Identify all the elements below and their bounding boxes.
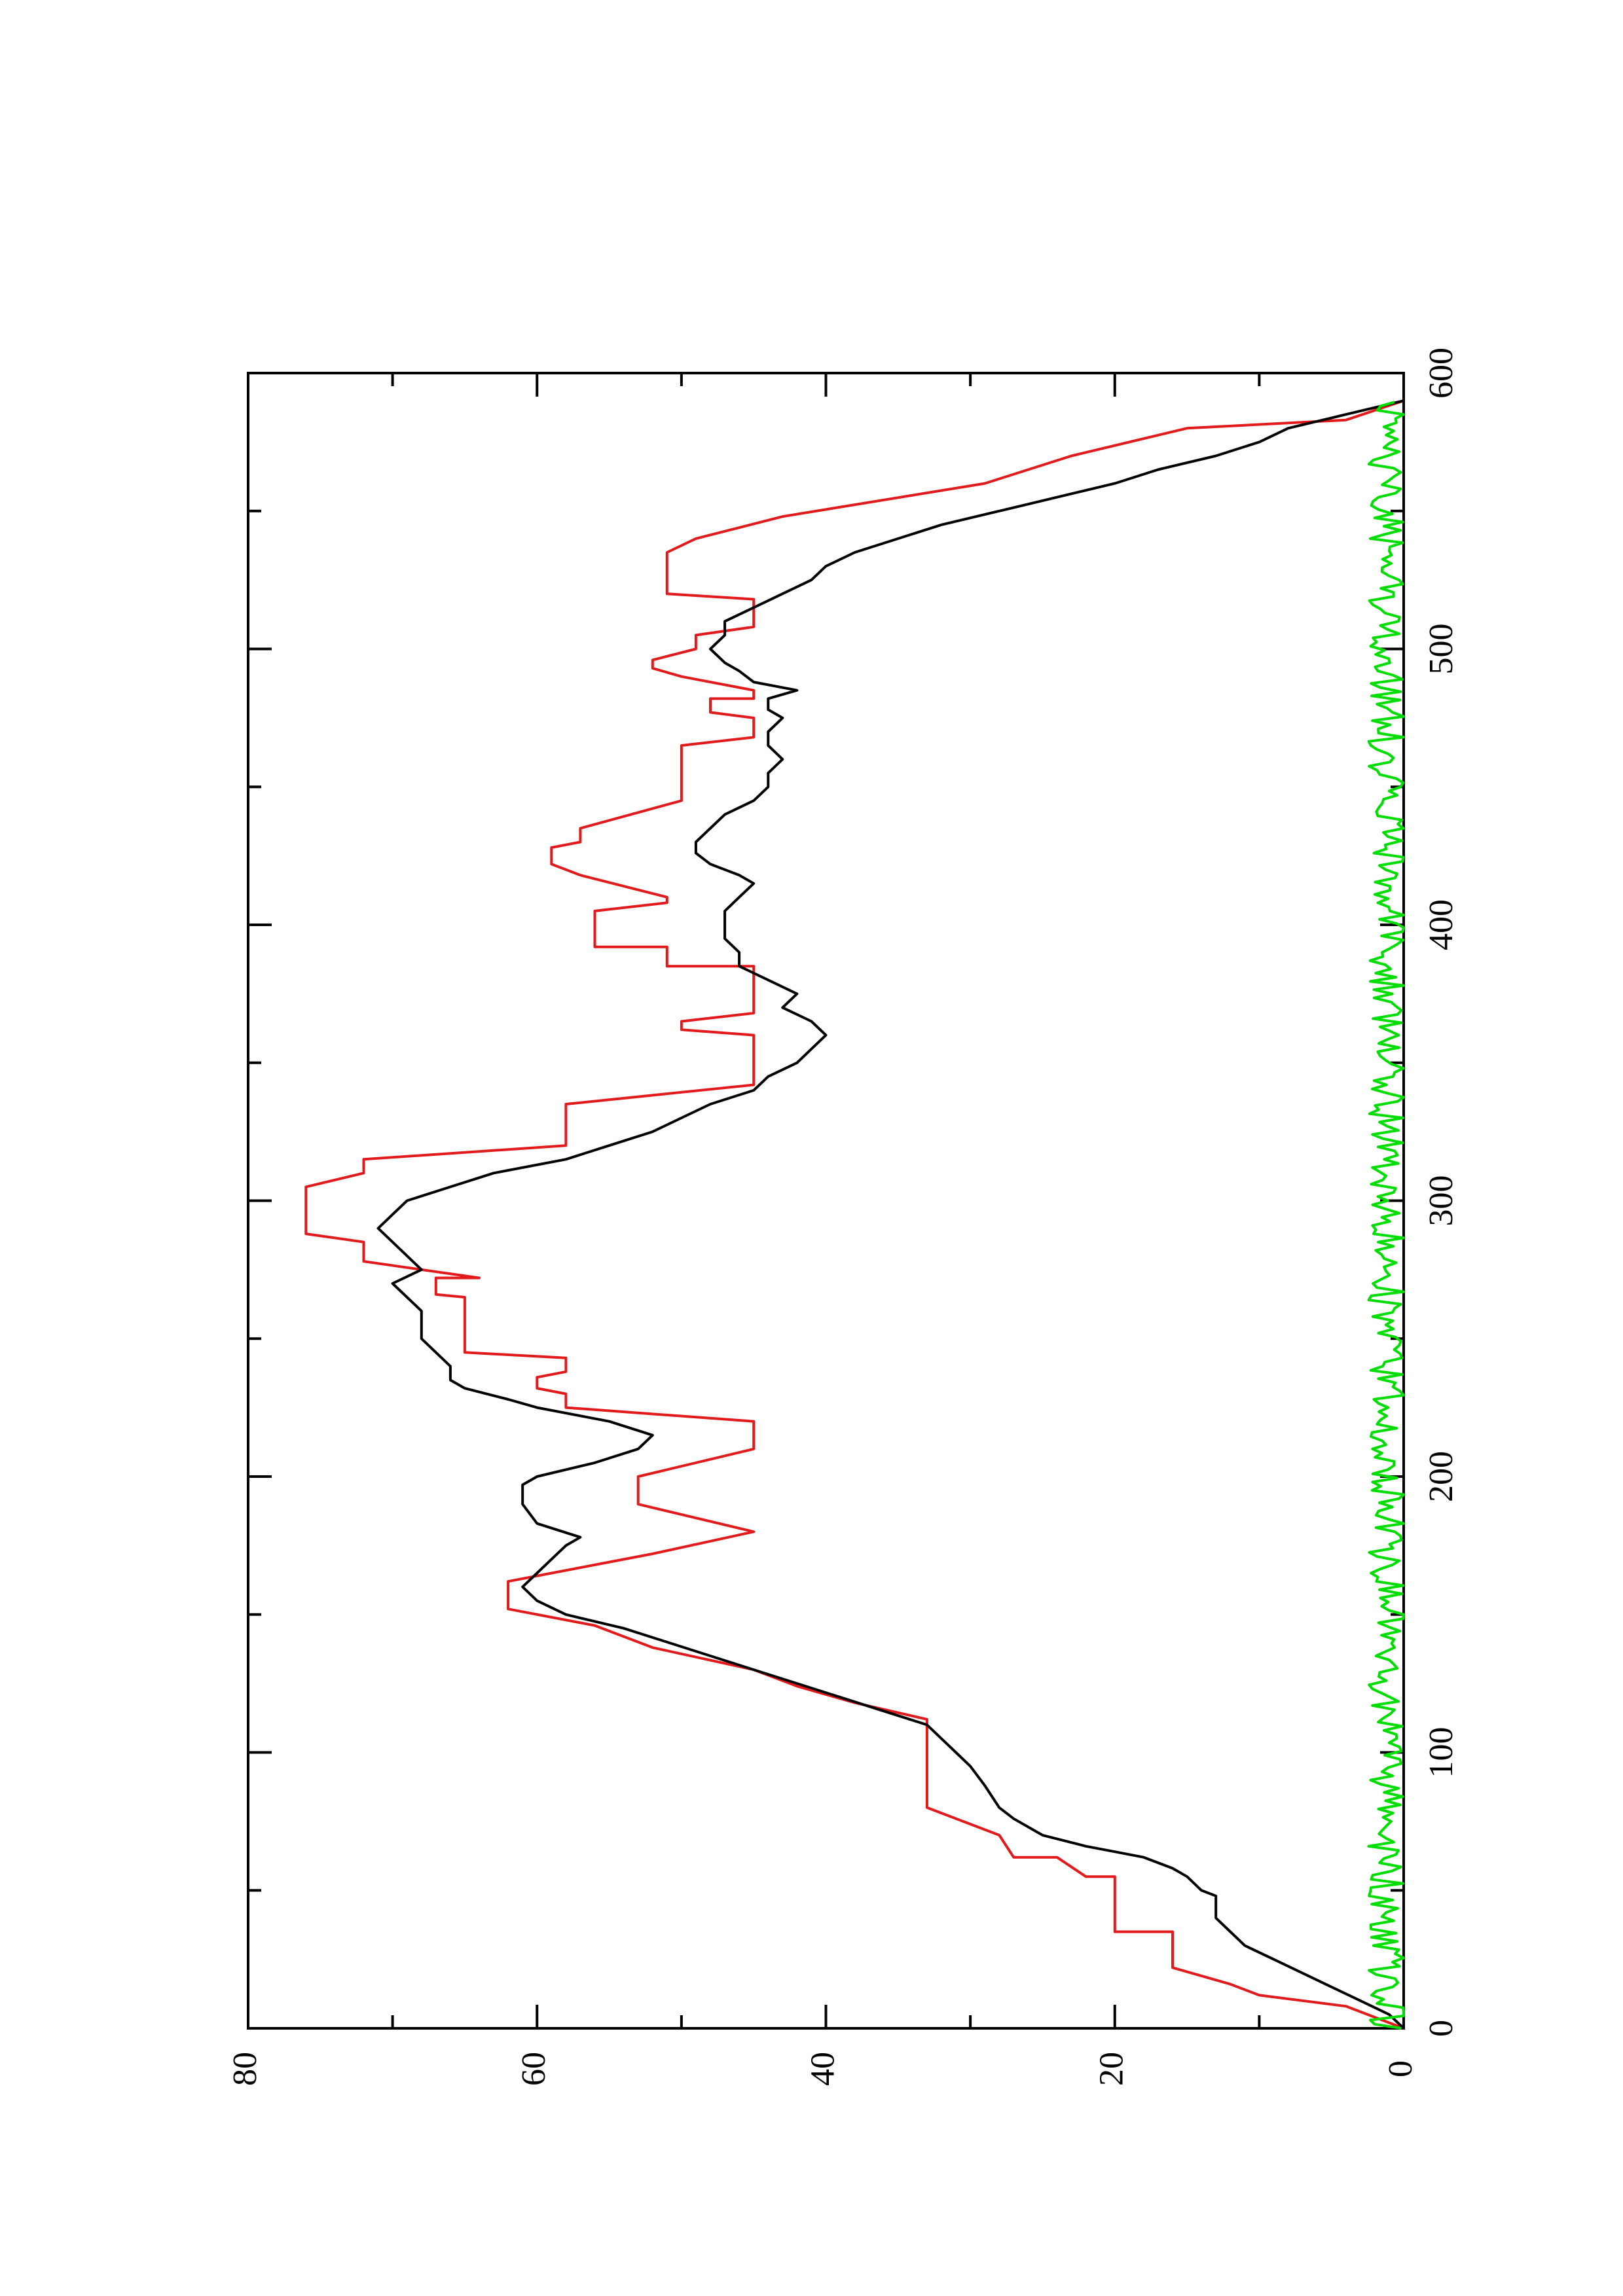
- series-line-2: [376, 399, 1405, 2030]
- series-line-1: [304, 399, 1404, 2030]
- x-tick-label: 600: [1423, 348, 1460, 399]
- y-tick-label: 80: [227, 2052, 264, 2086]
- y-tick-label: 40: [804, 2052, 841, 2086]
- x-tick-label: 500: [1423, 624, 1460, 675]
- series-line-3: [1367, 401, 1405, 2030]
- x-tick-label: 200: [1423, 1451, 1460, 1502]
- series-group: [304, 399, 1405, 2030]
- axis-ticks: [247, 372, 1405, 2030]
- x-tick-label: 400: [1423, 899, 1460, 950]
- y-tick-label: 0: [1382, 2060, 1419, 2077]
- tick-labels: 0 100 200 300 400 500 600 0 20 40 60 80: [227, 348, 1460, 2086]
- y-tick-label: 20: [1093, 2052, 1131, 2086]
- plot-frame: [247, 372, 1405, 2030]
- x-tick-label: 100: [1423, 1727, 1460, 1778]
- x-tick-label: 300: [1423, 1175, 1460, 1227]
- y-tick-label: 60: [515, 2052, 553, 2086]
- x-tick-label: 0: [1423, 2020, 1460, 2037]
